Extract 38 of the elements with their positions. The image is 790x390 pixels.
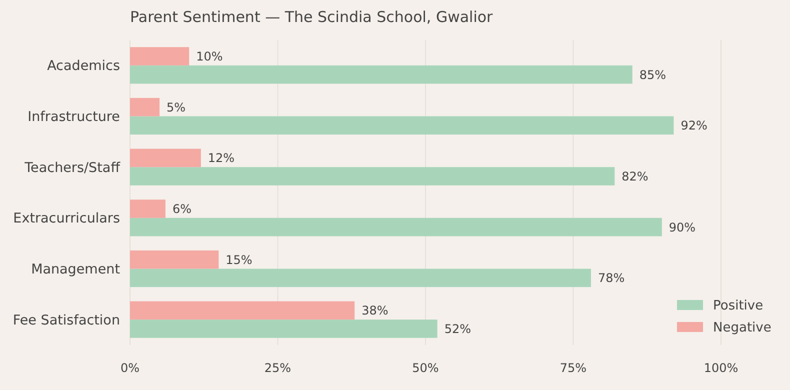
data-label: 5% [166, 100, 186, 114]
data-label: 12% [208, 151, 235, 166]
data-label: 92% [680, 118, 708, 133]
bar [130, 200, 166, 218]
data-label: 6% [172, 202, 192, 216]
x-tick-label: 25% [264, 361, 292, 375]
bar [130, 47, 190, 66]
bar [130, 98, 160, 116]
bar [130, 301, 355, 320]
legend-label: Positive [713, 298, 764, 314]
bar [130, 167, 615, 186]
bar [130, 250, 219, 269]
data-label: 90% [668, 220, 696, 234]
y-tick-label: Extracurriculars [13, 210, 120, 227]
data-label: 15% [226, 252, 252, 267]
data-label: 10% [196, 49, 223, 64]
y-tick-label: Teachers/Staff [24, 160, 121, 176]
data-label: 85% [639, 68, 666, 82]
y-tick-label: Academics [47, 58, 120, 74]
bar [130, 268, 591, 288]
bar [130, 218, 662, 236]
y-tick-label: Management [31, 261, 120, 278]
data-label: 82% [622, 169, 648, 184]
data-label: 52% [444, 322, 471, 336]
x-tick-label: 0% [120, 361, 140, 375]
x-tick-label: 75% [560, 361, 587, 375]
chart-title: Parent Sentiment — The Scindia School, Gwalior [130, 8, 494, 26]
data-label: 38% [362, 304, 388, 318]
bar [130, 116, 674, 135]
bar [130, 65, 632, 84]
legend-label: Negative [713, 320, 772, 336]
y-tick-label: Fee Satisfaction [12, 312, 120, 328]
x-tick-label: 100% [704, 361, 738, 375]
data-label: 78% [598, 271, 625, 286]
bar [130, 320, 438, 338]
x-tick-label: 50% [412, 361, 439, 375]
y-tick-label: Infrastructure [28, 108, 120, 125]
bar [130, 148, 201, 168]
